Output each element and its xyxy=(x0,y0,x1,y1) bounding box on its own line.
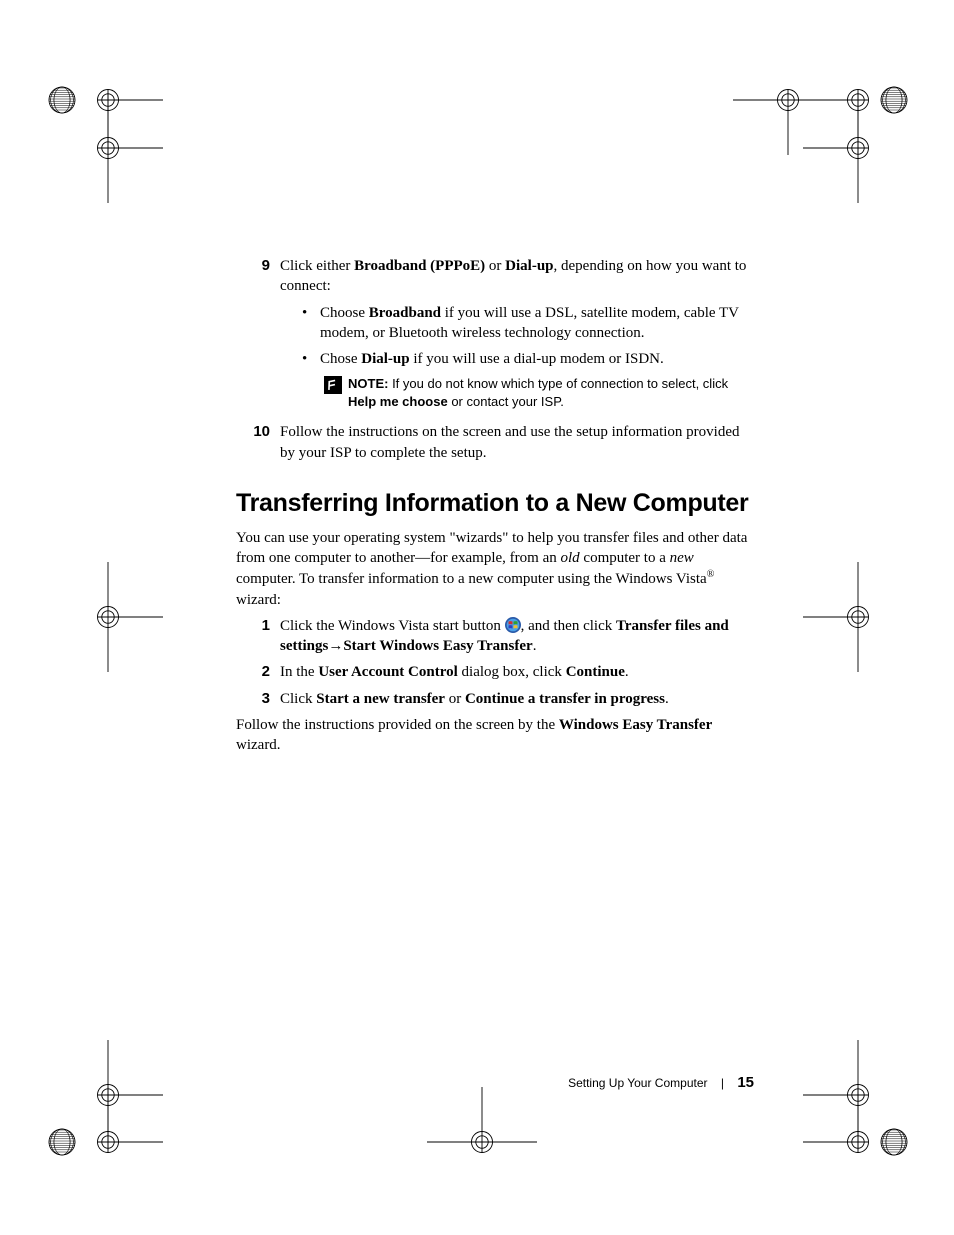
registration-mark xyxy=(412,1072,552,1212)
footer-separator: | xyxy=(721,1076,724,1090)
registration-mark xyxy=(38,78,178,218)
step-1: 1Click the Windows Vista start button , … xyxy=(236,616,754,657)
registration-mark xyxy=(38,1072,178,1212)
bullet-icon: • xyxy=(302,349,320,369)
registration-mark xyxy=(788,547,928,687)
step-body: Follow the instructions on the screen an… xyxy=(270,422,754,463)
page-footer: Setting Up Your Computer | 15 xyxy=(236,1074,754,1091)
windows-start-button-icon xyxy=(505,617,521,633)
step-9: 9 Click either Broadband (PPPoE) or Dial… xyxy=(236,256,754,416)
step-10: 10 Follow the instructions on the screen… xyxy=(236,422,754,463)
registration-mark xyxy=(38,1025,178,1165)
step-number: 1 xyxy=(236,616,270,634)
footer-page-number: 15 xyxy=(737,1074,754,1091)
step-3: 3Click Start a new transfer or Continue … xyxy=(236,689,754,709)
footer-section-name: Setting Up Your Computer xyxy=(568,1076,707,1090)
registration-mark xyxy=(38,547,178,687)
registration-mark xyxy=(47,85,77,115)
registration-mark xyxy=(38,30,178,170)
registration-mark xyxy=(47,1127,77,1157)
registration-mark xyxy=(718,30,858,170)
sub-item-dialup: • Chose Dial-up if you will use a dial-u… xyxy=(280,349,754,369)
note-label: NOTE: xyxy=(348,376,388,391)
step-body: Click Start a new transfer or Continue a… xyxy=(270,689,754,709)
section-heading: Transferring Information to a New Comput… xyxy=(236,489,754,518)
registration-mark xyxy=(879,85,909,115)
note-help-link-text: Help me choose xyxy=(348,394,448,409)
sub-body: Choose Broadband if you will use a DSL, … xyxy=(320,303,754,344)
step-number: 2 xyxy=(236,662,270,680)
note-row: NOTE: If you do not know which type of c… xyxy=(280,375,754,410)
registration-mark xyxy=(788,1072,928,1212)
step-number: 3 xyxy=(236,689,270,707)
page: 9 Click either Broadband (PPPoE) or Dial… xyxy=(0,0,954,1235)
sub-body: Chose Dial-up if you will use a dial-up … xyxy=(320,349,754,369)
registration-mark xyxy=(879,1127,909,1157)
registration-mark xyxy=(788,78,928,218)
step-body: Click either Broadband (PPPoE) or Dial-u… xyxy=(270,256,754,416)
step-2: 2In the User Account Control dialog box,… xyxy=(236,662,754,682)
step-body: In the User Account Control dialog box, … xyxy=(270,662,754,682)
sub-item-broadband: • Choose Broadband if you will use a DSL… xyxy=(280,303,754,344)
content-area: 9 Click either Broadband (PPPoE) or Dial… xyxy=(236,256,754,761)
note-text: NOTE: If you do not know which type of c… xyxy=(348,375,754,410)
note-icon xyxy=(324,376,342,394)
intro-paragraph: You can use your operating system "wizar… xyxy=(236,528,754,610)
sub-list: • Choose Broadband if you will use a DSL… xyxy=(280,303,754,370)
bullet-icon: • xyxy=(302,303,320,323)
registration-mark xyxy=(788,1025,928,1165)
bottom-steps: 1Click the Windows Vista start button , … xyxy=(236,616,754,709)
closing-paragraph: Follow the instructions provided on the … xyxy=(236,715,754,756)
step-body: Click the Windows Vista start button , a… xyxy=(270,616,754,657)
step-number: 10 xyxy=(236,422,270,440)
registration-mark xyxy=(788,30,928,170)
step-number: 9 xyxy=(236,256,270,274)
